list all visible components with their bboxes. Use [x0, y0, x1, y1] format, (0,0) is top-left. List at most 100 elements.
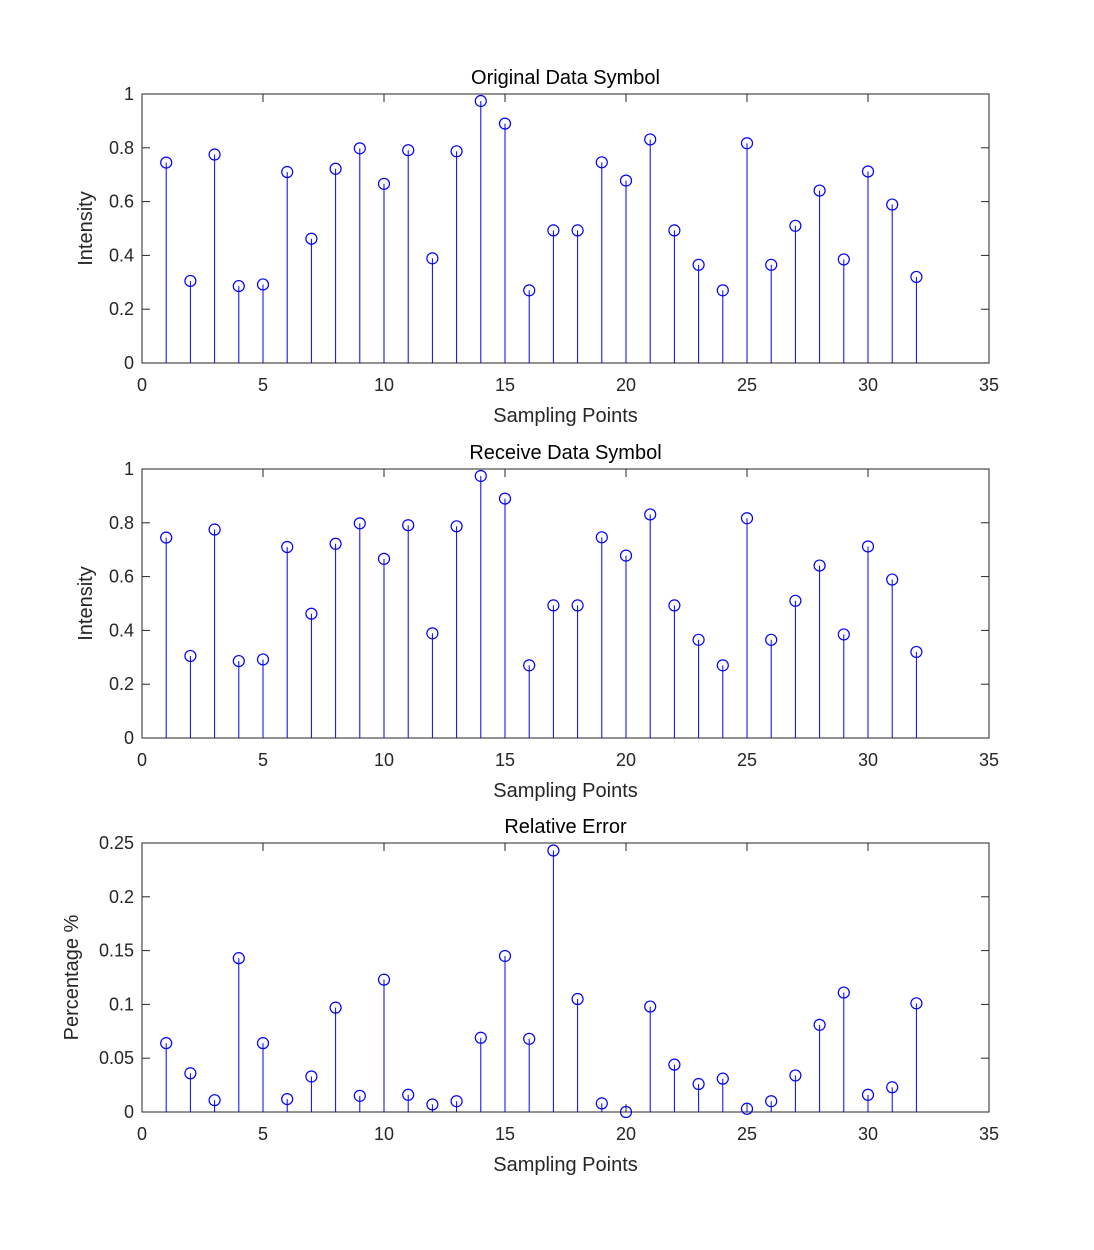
stem-marker: [716, 659, 729, 672]
stem-series: [160, 94, 923, 363]
x-tick-label: 5: [258, 375, 268, 395]
stem-marker: [160, 1037, 173, 1050]
y-tick-label: 1: [124, 459, 134, 479]
receive-data-plot: 0 5 10 15 20 25 30 35 0 0.2 0.4 0.6 0.8 1 Receive Data…: [75, 442, 999, 802]
x-tick-label: 0: [137, 750, 147, 770]
x-tick-label: 20: [616, 750, 636, 770]
stem-marker: [668, 1058, 681, 1071]
y-tick-label: 0.05: [99, 1048, 134, 1068]
stem-marker: [619, 549, 633, 562]
stem-marker: [305, 607, 318, 620]
y-axis-label: Intensity: [75, 566, 97, 640]
y-tick-label: 0: [124, 728, 134, 748]
stem-marker: [837, 253, 850, 266]
stem-marker: [523, 1032, 536, 1045]
y-tick-label: 0.6: [109, 192, 134, 212]
stem-marker: [547, 844, 560, 857]
stem-marker: [886, 1081, 899, 1094]
stem-marker: [305, 232, 318, 245]
y-axis: 0 0.2 0.4 0.6 0.8 1: [109, 459, 989, 748]
stem-marker: [813, 559, 826, 572]
x-tick-label: 10: [374, 750, 394, 770]
y-tick-label: 0.6: [109, 567, 134, 587]
y-axis-label: Intensity: [75, 191, 97, 265]
plot-title: Relative Error: [504, 816, 627, 838]
y-tick-label: 0.2: [109, 299, 134, 319]
stem-marker: [765, 1095, 778, 1108]
x-tick-label: 15: [495, 1124, 515, 1144]
y-tick-label: 0.1: [109, 994, 134, 1014]
stem-marker: [571, 599, 584, 612]
stem-marker: [644, 1000, 657, 1013]
x-axis-label: Sampling Points: [493, 1154, 638, 1176]
stem-marker: [232, 952, 245, 965]
axes-box: [141, 842, 990, 1113]
x-tick-label: 35: [979, 750, 999, 770]
stem-marker: [184, 1067, 197, 1080]
stem-marker: [644, 133, 657, 146]
stem-marker: [886, 198, 899, 211]
x-tick-label: 20: [616, 1124, 636, 1144]
stem-marker: [619, 1105, 633, 1119]
stem-marker: [644, 508, 657, 521]
x-tick-label: 30: [858, 1124, 878, 1144]
stem-marker: [353, 1089, 366, 1102]
stem-marker: [474, 1031, 487, 1044]
stem-marker: [402, 519, 415, 532]
stem-marker: [789, 594, 802, 607]
y-axis: 0 0.05 0.1 0.15 0.2 0.25: [99, 833, 989, 1122]
stem-marker: [450, 145, 463, 158]
stem-marker: [426, 252, 439, 265]
plot-title: Original Data Symbol: [471, 67, 660, 89]
stem-marker: [377, 177, 391, 190]
y-tick-label: 1: [124, 84, 134, 104]
stem-marker: [692, 258, 705, 271]
x-axis-label: Sampling Points: [493, 405, 638, 427]
stem-marker: [765, 633, 778, 646]
y-axis-label: Percentage %: [61, 914, 83, 1040]
stem-marker: [450, 520, 463, 533]
stem-marker: [281, 1092, 294, 1106]
stem-marker: [716, 284, 729, 297]
stem-marker: [595, 156, 608, 169]
stem-marker: [498, 949, 512, 963]
stem-marker: [692, 1077, 705, 1091]
stem-marker: [329, 162, 342, 175]
stem-marker: [813, 1018, 826, 1031]
stem-marker: [668, 224, 681, 237]
stem-marker: [789, 219, 802, 232]
stem-series: [160, 469, 923, 738]
axes-box: [141, 468, 990, 739]
y-tick-label: 0.2: [109, 674, 134, 694]
stem-marker: [837, 986, 850, 999]
x-tick-label: 10: [374, 375, 394, 395]
stem-marker: [547, 224, 560, 237]
stem-marker: [910, 645, 923, 659]
stem-marker: [450, 1095, 463, 1108]
stem-marker: [547, 599, 560, 612]
stem-marker: [208, 148, 221, 161]
stem-marker: [740, 1102, 754, 1115]
stem-marker: [813, 184, 826, 197]
x-tick-label: 5: [258, 750, 268, 770]
stem-marker: [402, 1088, 415, 1101]
x-tick-label: 25: [737, 750, 757, 770]
stem-marker: [208, 523, 221, 536]
y-tick-label: 0.25: [99, 833, 134, 853]
x-axis: 0 5 10 15 20 25 30 35: [137, 94, 999, 395]
stem-marker: [256, 1037, 270, 1050]
stem-marker: [402, 144, 415, 157]
y-tick-label: 0.8: [109, 138, 134, 158]
x-tick-label: 0: [137, 1124, 147, 1144]
y-tick-label: 0.15: [99, 941, 134, 961]
stem-marker: [256, 278, 270, 291]
axes-box: [141, 93, 990, 364]
stem-marker: [353, 517, 366, 530]
stem-marker: [474, 469, 487, 483]
stem-marker: [281, 165, 294, 179]
stem-marker: [498, 492, 512, 505]
x-tick-label: 30: [858, 750, 878, 770]
x-tick-label: 15: [495, 375, 515, 395]
